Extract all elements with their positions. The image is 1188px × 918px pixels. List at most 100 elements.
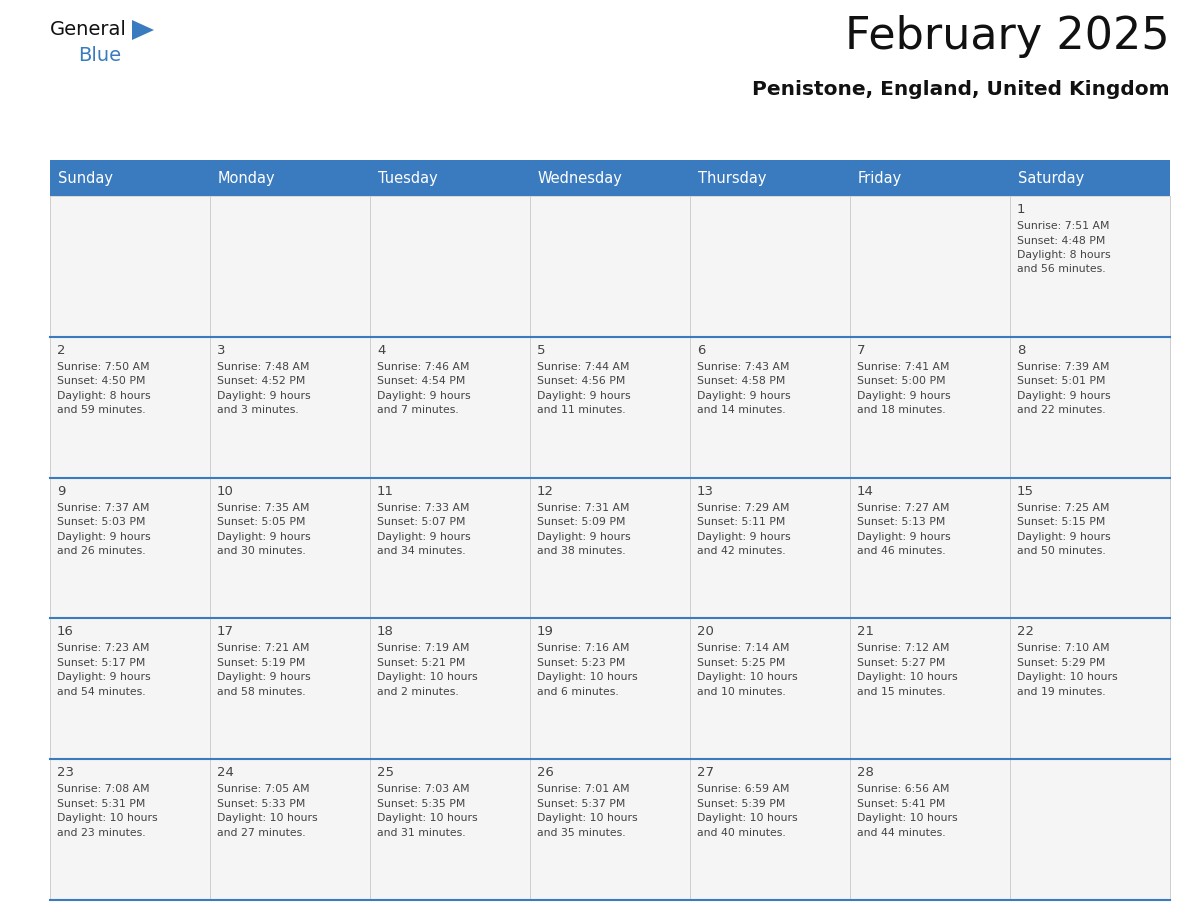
Text: Daylight: 9 hours: Daylight: 9 hours bbox=[537, 391, 631, 401]
Text: General: General bbox=[50, 20, 127, 39]
Text: Daylight: 10 hours: Daylight: 10 hours bbox=[377, 813, 478, 823]
Text: Daylight: 10 hours: Daylight: 10 hours bbox=[697, 813, 797, 823]
Text: 18: 18 bbox=[377, 625, 394, 638]
Text: Penistone, England, United Kingdom: Penistone, England, United Kingdom bbox=[752, 80, 1170, 99]
Bar bbox=[369, 160, 530, 196]
Bar bbox=[210, 619, 369, 759]
Text: Daylight: 8 hours: Daylight: 8 hours bbox=[1017, 250, 1111, 260]
Text: 22: 22 bbox=[1017, 625, 1034, 638]
Text: Sunset: 5:25 PM: Sunset: 5:25 PM bbox=[697, 658, 785, 668]
Text: Sunrise: 6:56 AM: Sunrise: 6:56 AM bbox=[857, 784, 949, 794]
Text: 13: 13 bbox=[697, 485, 714, 498]
Text: Daylight: 8 hours: Daylight: 8 hours bbox=[57, 391, 151, 401]
Text: 10: 10 bbox=[217, 485, 234, 498]
Text: Sunrise: 7:12 AM: Sunrise: 7:12 AM bbox=[857, 644, 949, 654]
Text: and 15 minutes.: and 15 minutes. bbox=[857, 687, 946, 697]
Bar bbox=[849, 337, 1010, 477]
Text: Sunset: 5:21 PM: Sunset: 5:21 PM bbox=[377, 658, 466, 668]
Text: and 14 minutes.: and 14 minutes. bbox=[697, 406, 785, 415]
Text: 7: 7 bbox=[857, 344, 866, 357]
Bar bbox=[1010, 619, 1170, 759]
Text: Saturday: Saturday bbox=[1018, 171, 1085, 185]
Text: Sunset: 5:33 PM: Sunset: 5:33 PM bbox=[217, 799, 305, 809]
Text: and 18 minutes.: and 18 minutes. bbox=[857, 406, 946, 415]
Text: 17: 17 bbox=[217, 625, 234, 638]
Text: Daylight: 9 hours: Daylight: 9 hours bbox=[217, 532, 310, 542]
Text: Daylight: 10 hours: Daylight: 10 hours bbox=[377, 672, 478, 682]
Text: and 6 minutes.: and 6 minutes. bbox=[537, 687, 619, 697]
Text: Daylight: 10 hours: Daylight: 10 hours bbox=[217, 813, 317, 823]
Text: Sunrise: 7:44 AM: Sunrise: 7:44 AM bbox=[537, 362, 630, 372]
Text: 2: 2 bbox=[57, 344, 65, 357]
Text: Sunset: 5:35 PM: Sunset: 5:35 PM bbox=[377, 799, 466, 809]
Text: 9: 9 bbox=[57, 485, 65, 498]
Text: and 38 minutes.: and 38 minutes. bbox=[537, 546, 626, 556]
Text: February 2025: February 2025 bbox=[846, 15, 1170, 58]
Polygon shape bbox=[132, 20, 154, 40]
Text: Sunset: 4:58 PM: Sunset: 4:58 PM bbox=[697, 376, 785, 386]
Text: Daylight: 9 hours: Daylight: 9 hours bbox=[537, 532, 631, 542]
Bar bbox=[530, 619, 690, 759]
Text: Sunrise: 7:03 AM: Sunrise: 7:03 AM bbox=[377, 784, 469, 794]
Text: Daylight: 9 hours: Daylight: 9 hours bbox=[377, 532, 470, 542]
Bar bbox=[530, 337, 690, 477]
Text: 15: 15 bbox=[1017, 485, 1034, 498]
Text: and 58 minutes.: and 58 minutes. bbox=[217, 687, 305, 697]
Text: Daylight: 9 hours: Daylight: 9 hours bbox=[697, 391, 791, 401]
Text: Sunset: 5:09 PM: Sunset: 5:09 PM bbox=[537, 517, 626, 527]
Text: and 31 minutes.: and 31 minutes. bbox=[377, 828, 466, 838]
Bar bbox=[1010, 477, 1170, 619]
Text: Sunrise: 7:51 AM: Sunrise: 7:51 AM bbox=[1017, 221, 1110, 231]
Bar bbox=[210, 477, 369, 619]
Text: Sunset: 5:31 PM: Sunset: 5:31 PM bbox=[57, 799, 145, 809]
Text: and 11 minutes.: and 11 minutes. bbox=[537, 406, 626, 415]
Text: Sunset: 4:50 PM: Sunset: 4:50 PM bbox=[57, 376, 145, 386]
Text: Daylight: 10 hours: Daylight: 10 hours bbox=[57, 813, 158, 823]
Text: 4: 4 bbox=[377, 344, 385, 357]
Bar bbox=[1010, 160, 1170, 196]
Text: 27: 27 bbox=[697, 767, 714, 779]
Text: and 23 minutes.: and 23 minutes. bbox=[57, 828, 146, 838]
Text: Daylight: 9 hours: Daylight: 9 hours bbox=[857, 391, 950, 401]
Text: Sunrise: 7:25 AM: Sunrise: 7:25 AM bbox=[1017, 502, 1110, 512]
Text: 21: 21 bbox=[857, 625, 874, 638]
Bar bbox=[50, 337, 210, 477]
Text: and 59 minutes.: and 59 minutes. bbox=[57, 406, 146, 415]
Text: and 46 minutes.: and 46 minutes. bbox=[857, 546, 946, 556]
Text: and 10 minutes.: and 10 minutes. bbox=[697, 687, 785, 697]
Bar bbox=[849, 619, 1010, 759]
Text: Daylight: 9 hours: Daylight: 9 hours bbox=[1017, 532, 1111, 542]
Text: and 40 minutes.: and 40 minutes. bbox=[697, 828, 785, 838]
Text: and 34 minutes.: and 34 minutes. bbox=[377, 546, 466, 556]
Text: Daylight: 10 hours: Daylight: 10 hours bbox=[537, 672, 638, 682]
Bar bbox=[50, 196, 210, 337]
Text: Daylight: 9 hours: Daylight: 9 hours bbox=[857, 532, 950, 542]
Bar bbox=[210, 160, 369, 196]
Text: 1: 1 bbox=[1017, 203, 1025, 216]
Bar bbox=[210, 337, 369, 477]
Bar bbox=[690, 477, 849, 619]
Text: Daylight: 10 hours: Daylight: 10 hours bbox=[697, 672, 797, 682]
Text: Sunrise: 7:21 AM: Sunrise: 7:21 AM bbox=[217, 644, 310, 654]
Bar bbox=[369, 337, 530, 477]
Bar bbox=[50, 477, 210, 619]
Text: Daylight: 9 hours: Daylight: 9 hours bbox=[1017, 391, 1111, 401]
Text: Friday: Friday bbox=[858, 171, 902, 185]
Text: Sunrise: 7:37 AM: Sunrise: 7:37 AM bbox=[57, 502, 150, 512]
Text: Sunrise: 7:27 AM: Sunrise: 7:27 AM bbox=[857, 502, 949, 512]
Text: and 50 minutes.: and 50 minutes. bbox=[1017, 546, 1106, 556]
Bar bbox=[210, 759, 369, 900]
Text: Sunrise: 7:43 AM: Sunrise: 7:43 AM bbox=[697, 362, 790, 372]
Text: and 22 minutes.: and 22 minutes. bbox=[1017, 406, 1106, 415]
Text: Sunrise: 7:33 AM: Sunrise: 7:33 AM bbox=[377, 502, 469, 512]
Bar bbox=[50, 619, 210, 759]
Text: 24: 24 bbox=[217, 767, 234, 779]
Text: Sunset: 4:48 PM: Sunset: 4:48 PM bbox=[1017, 236, 1105, 245]
Bar bbox=[369, 196, 530, 337]
Text: 12: 12 bbox=[537, 485, 554, 498]
Text: 3: 3 bbox=[217, 344, 226, 357]
Text: Tuesday: Tuesday bbox=[378, 171, 437, 185]
Bar bbox=[369, 619, 530, 759]
Text: Sunrise: 7:29 AM: Sunrise: 7:29 AM bbox=[697, 502, 790, 512]
Text: Sunrise: 6:59 AM: Sunrise: 6:59 AM bbox=[697, 784, 790, 794]
